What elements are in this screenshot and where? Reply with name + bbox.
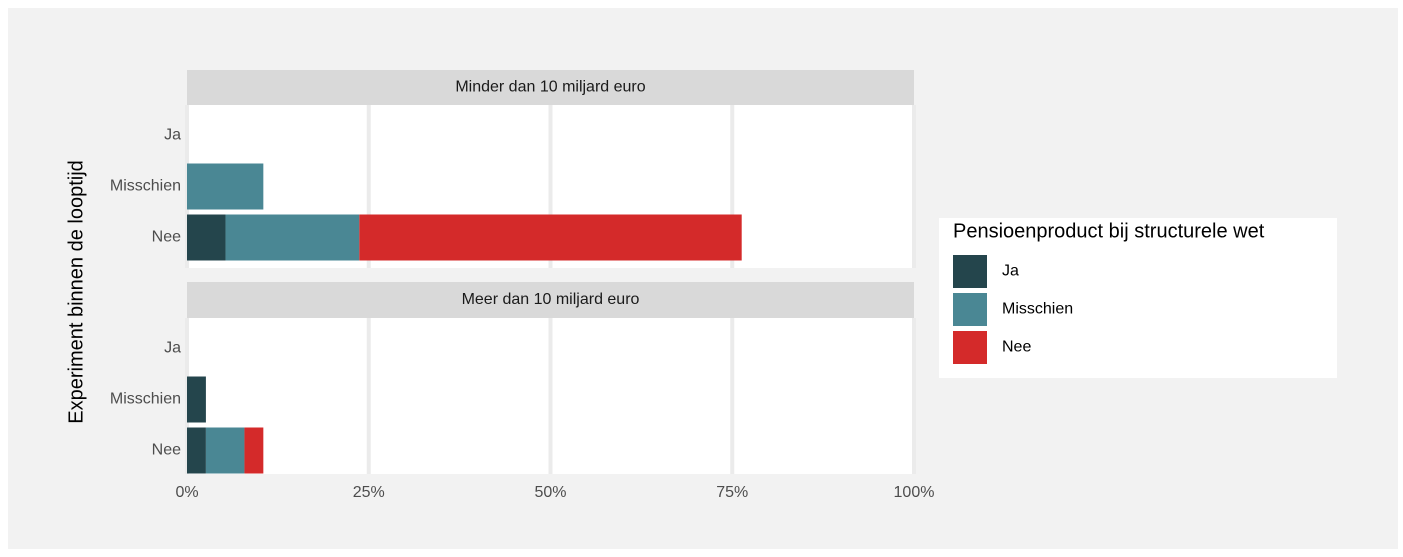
bar-segment bbox=[187, 163, 264, 210]
bar-segment bbox=[225, 214, 360, 261]
y-tick-label: Nee bbox=[152, 229, 181, 246]
bar-segment bbox=[205, 427, 245, 474]
legend-label: Ja bbox=[1002, 263, 1019, 280]
x-tick-label: 50% bbox=[534, 484, 566, 501]
legend-key bbox=[953, 331, 987, 364]
y-tick-label: Nee bbox=[152, 442, 181, 459]
legend-key bbox=[953, 255, 987, 288]
bar-segment bbox=[187, 214, 226, 261]
x-tick-label: 75% bbox=[716, 484, 748, 501]
legend-box bbox=[939, 218, 1337, 378]
legend-key bbox=[953, 293, 987, 326]
bar-segment bbox=[359, 214, 742, 261]
x-tick-label: 25% bbox=[353, 484, 385, 501]
facet-strip bbox=[187, 282, 914, 318]
facet-title: Minder dan 10 miljard euro bbox=[455, 79, 645, 96]
legend-label: Misschien bbox=[1002, 301, 1073, 318]
y-axis-label: Experiment binnen de looptijd bbox=[65, 160, 87, 424]
legend-label: Nee bbox=[1002, 339, 1031, 356]
x-tick-label: 0% bbox=[175, 484, 198, 501]
bar-segment bbox=[187, 427, 206, 474]
facet-title: Meer dan 10 miljard euro bbox=[462, 291, 640, 308]
x-tick-label: 100% bbox=[894, 484, 935, 501]
y-tick-label: Ja bbox=[164, 340, 181, 357]
bar-segment bbox=[244, 427, 264, 474]
facet-strip bbox=[187, 70, 914, 105]
legend-title: Pensioenproduct bij structurele wet bbox=[953, 220, 1265, 242]
y-tick-label: Misschien bbox=[110, 178, 181, 195]
bar-segment bbox=[187, 376, 206, 423]
y-tick-label: Misschien bbox=[110, 391, 181, 408]
y-tick-label: Ja bbox=[164, 127, 181, 144]
